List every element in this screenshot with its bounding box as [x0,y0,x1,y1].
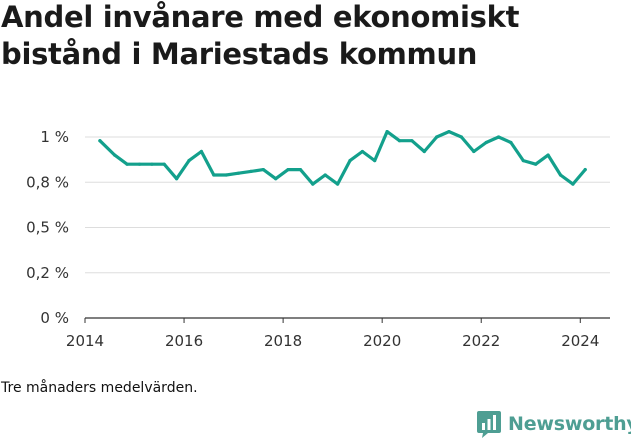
y-tick-label: 1 % [40,128,69,146]
data-point [373,159,377,163]
data-point [274,177,278,181]
data-point [484,140,488,145]
data-point [472,149,476,154]
x-tick-label: 2018 [264,332,302,350]
x-tick-label: 2020 [363,332,401,350]
line-chart: 0 %0,2 %0,5 %0,8 %1 % 2014 2016 2018 2020 20… [26,128,610,350]
data-point [323,173,327,177]
data-point [187,159,191,163]
footnote: Tre månaders medelvärden. [1,380,198,396]
data-point [249,169,253,173]
x-tick-label: 2022 [462,332,500,350]
x-axis: 2014 2016 2018 2020 2022 2024 [66,317,610,350]
data-point [583,168,587,172]
data-point [447,130,451,134]
newsworthy-logo[interactable]: Newsworthy [476,408,631,440]
data-point [175,177,179,181]
data-point [336,182,340,186]
data-point [521,159,525,163]
data-point [98,139,102,143]
data-point [459,135,463,139]
data-point [509,140,513,145]
bar-chart-logo-icon [477,411,501,438]
data-point [212,173,216,177]
data-series [98,130,587,186]
data-point [571,182,575,186]
x-tick-label: 2014 [66,332,104,350]
y-tick-label: 0,5 % [26,219,69,237]
y-tick-label: 0 % [40,309,69,327]
data-point [534,162,538,166]
data-point [422,149,426,154]
x-tick-label: 2016 [165,332,203,350]
data-point [311,182,315,186]
data-point [224,173,228,177]
data-point [137,162,142,166]
chart-title-line-2: bistånd i Mariestads kommun [1,37,478,71]
series-line [98,130,587,186]
data-point [360,149,364,154]
data-point [558,173,563,177]
data-point [286,168,290,172]
data-point [236,171,241,175]
y-gridlines [85,136,610,274]
data-point [125,162,129,166]
data-point [497,135,501,139]
data-point [113,153,117,157]
brand-name: Newsworthy [508,413,631,435]
data-point [199,149,203,154]
data-point [348,159,352,163]
data-point [150,162,154,166]
chart-title: Andel invånare med ekonomiskt bistånd i … [1,0,626,73]
data-point [162,162,166,166]
data-point [410,139,414,143]
chart-title-line-1: Andel invånare med ekonomiskt [1,0,520,34]
data-point [546,153,550,157]
x-tick-label: 2024 [561,332,599,350]
y-tick-label: 0,8 % [26,173,69,191]
data-point [261,168,265,172]
y-axis-tick-labels: 0 % 0,2 % 0,5 % 0,8 % 1 % [26,128,69,327]
y-tick-label: 0,2 % [26,264,69,282]
data-point [385,130,389,134]
data-point [298,168,302,172]
data-point [435,135,439,139]
data-point [397,139,402,143]
